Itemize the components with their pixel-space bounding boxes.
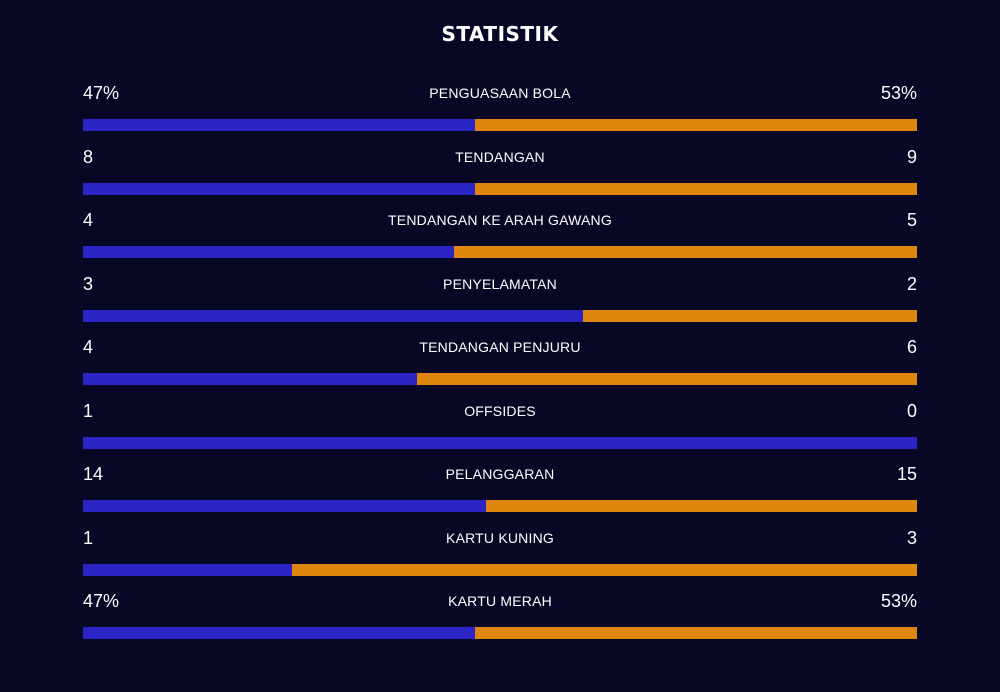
comparison-bar <box>83 500 917 512</box>
comparison-bar <box>83 246 917 258</box>
stat-row-shots-on-target: 4 TENDANGAN KE ARAH GAWANG 5 <box>83 207 917 271</box>
home-bar-fill <box>83 182 476 195</box>
home-value: 8 <box>83 146 94 167</box>
away-value: 3 <box>906 527 917 548</box>
comparison-bar <box>83 436 917 449</box>
comparison-bar <box>83 373 917 385</box>
home-bar-fill <box>83 563 292 576</box>
home-bar-fill <box>83 119 475 131</box>
comparison-bar <box>83 563 917 576</box>
away-bar-fill <box>474 119 917 131</box>
away-value: 6 <box>906 337 917 357</box>
away-value: 9 <box>906 146 917 167</box>
away-bar-fill <box>416 373 917 385</box>
stat-label: KARTU MERAH <box>448 593 552 609</box>
away-value: 5 <box>906 210 917 230</box>
away-bar-fill <box>453 246 917 258</box>
away-value: 2 <box>906 273 917 294</box>
home-bar-fill <box>83 309 584 322</box>
away-bar-fill <box>291 563 917 576</box>
stat-row-yellow-cards: 1 KARTU KUNING 3 <box>83 525 917 589</box>
stat-row-offsides: 1 OFFSIDES 0 <box>83 398 917 462</box>
away-value: 53% <box>880 83 917 103</box>
home-bar-fill <box>83 246 454 258</box>
home-value: 4 <box>83 337 94 357</box>
home-value: 4 <box>83 210 94 230</box>
away-value: 53% <box>880 591 917 611</box>
stats-list: 47% PENGUASAAN BOLA 53% 8 TENDANGAN 9 4 … <box>83 80 917 652</box>
away-bar-fill <box>583 309 917 322</box>
stat-row-shots: 8 TENDANGAN 9 <box>83 144 917 208</box>
comparison-bar <box>83 309 917 322</box>
away-bar-fill <box>475 182 917 195</box>
stat-label: PENGUASAAN BOLA <box>429 85 571 101</box>
away-value: 15 <box>896 464 917 484</box>
stat-label: KARTU KUNING <box>446 529 554 546</box>
stat-label: TENDANGAN <box>455 148 545 165</box>
comparison-bar <box>83 182 917 195</box>
stat-label: TENDANGAN KE ARAH GAWANG <box>388 212 612 228</box>
comparison-bar <box>83 627 917 639</box>
home-bar-fill <box>83 500 486 512</box>
stat-row-corners: 4 TENDANGAN PENJURU 6 <box>83 334 917 398</box>
away-bar-fill <box>474 627 917 639</box>
home-bar-fill <box>83 627 475 639</box>
home-value: 1 <box>83 400 94 421</box>
stat-row-red-cards: 47% KARTU MERAH 53% <box>83 588 917 652</box>
away-value: 0 <box>906 400 917 421</box>
stats-title: STATISTIK <box>441 22 559 46</box>
stat-label: PENYELAMATAN <box>443 275 557 292</box>
home-value: 47% <box>83 591 120 611</box>
home-bar-fill <box>83 373 417 385</box>
home-value: 47% <box>83 83 120 103</box>
stat-label: OFFSIDES <box>464 402 536 419</box>
away-bar-fill <box>485 500 917 512</box>
stat-label: TENDANGAN PENJURU <box>419 339 581 355</box>
home-bar-fill <box>83 436 917 449</box>
comparison-bar <box>83 119 917 131</box>
home-value: 14 <box>83 464 104 484</box>
stat-row-fouls: 14 PELANGGARAN 15 <box>83 461 917 525</box>
stat-label: PELANGGARAN <box>445 466 555 482</box>
home-value: 1 <box>83 527 94 548</box>
stat-row-saves: 3 PENYELAMATAN 2 <box>83 271 917 335</box>
home-value: 3 <box>83 273 94 294</box>
stat-row-possession: 47% PENGUASAAN BOLA 53% <box>83 80 917 144</box>
